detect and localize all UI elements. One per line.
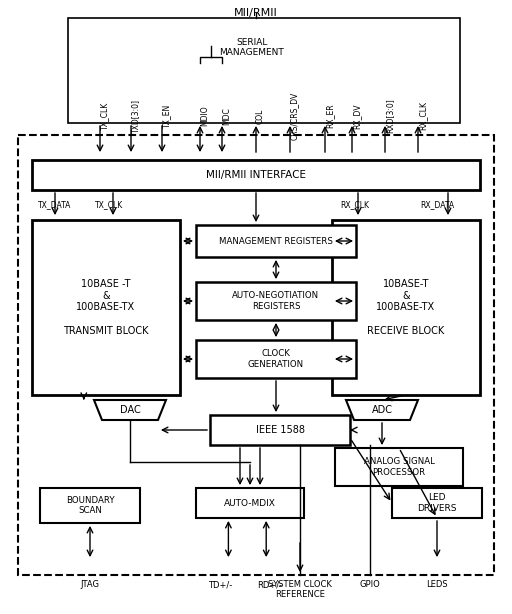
Text: IEEE 1588: IEEE 1588 bbox=[255, 425, 305, 435]
Text: GPIO: GPIO bbox=[359, 580, 380, 589]
Bar bbox=[335, 448, 463, 486]
Bar bbox=[32, 220, 180, 395]
Text: MDC: MDC bbox=[222, 107, 231, 125]
Text: 10BASE-T
&
100BASE-TX

RECEIVE BLOCK: 10BASE-T & 100BASE-TX RECEIVE BLOCK bbox=[368, 279, 444, 336]
Bar bbox=[18, 135, 494, 575]
Text: 10BASE -T
&
100BASE-TX

TRANSMIT BLOCK: 10BASE -T & 100BASE-TX TRANSMIT BLOCK bbox=[63, 279, 149, 336]
Bar bbox=[32, 160, 480, 190]
Text: AUTO-NEGOTIATION
REGISTERS: AUTO-NEGOTIATION REGISTERS bbox=[232, 291, 319, 311]
Text: COL: COL bbox=[256, 108, 265, 123]
Text: MII/RMII: MII/RMII bbox=[234, 8, 278, 18]
Text: MANAGEMENT REGISTERS: MANAGEMENT REGISTERS bbox=[219, 236, 333, 246]
Text: AUTO-MDIX: AUTO-MDIX bbox=[224, 499, 276, 508]
Bar bbox=[196, 488, 304, 518]
Text: JTAG: JTAG bbox=[80, 580, 99, 589]
Text: MDIO: MDIO bbox=[200, 106, 209, 126]
Bar bbox=[196, 225, 356, 257]
Bar bbox=[196, 340, 356, 378]
Text: RX_ER: RX_ER bbox=[325, 104, 334, 128]
Polygon shape bbox=[94, 400, 166, 420]
Text: TX_EN: TX_EN bbox=[162, 104, 171, 128]
Text: RX_DV: RX_DV bbox=[352, 103, 361, 129]
Text: RX_CLK: RX_CLK bbox=[418, 101, 427, 131]
Text: TX_CLK: TX_CLK bbox=[95, 200, 123, 209]
Bar bbox=[68, 18, 460, 123]
Text: MII/RMII INTERFACE: MII/RMII INTERFACE bbox=[206, 170, 306, 180]
Text: RD+/-: RD+/- bbox=[258, 580, 283, 589]
Bar bbox=[40, 488, 140, 523]
Text: LED
DRIVERS: LED DRIVERS bbox=[417, 493, 457, 513]
Text: TD+/-: TD+/- bbox=[208, 580, 232, 589]
Bar bbox=[210, 415, 350, 445]
Text: SERIAL
MANAGEMENT: SERIAL MANAGEMENT bbox=[220, 38, 284, 57]
Bar bbox=[392, 488, 482, 518]
Text: ANALOG SIGNAL
PROCESSOR: ANALOG SIGNAL PROCESSOR bbox=[364, 457, 435, 476]
Text: RX_CLK: RX_CLK bbox=[340, 200, 369, 209]
Text: TX_CLK: TX_CLK bbox=[100, 102, 109, 130]
Text: RX_DATA: RX_DATA bbox=[420, 200, 454, 209]
Text: LEDS: LEDS bbox=[426, 580, 448, 589]
Text: TX_DATA: TX_DATA bbox=[38, 200, 71, 209]
Text: SYSTEM CLOCK
REFERENCE: SYSTEM CLOCK REFERENCE bbox=[268, 580, 332, 599]
Bar bbox=[332, 220, 480, 395]
Bar bbox=[196, 282, 356, 320]
Text: BOUNDARY
SCAN: BOUNDARY SCAN bbox=[66, 495, 114, 515]
Text: DAC: DAC bbox=[120, 405, 140, 415]
Text: TXD[3:0]: TXD[3:0] bbox=[131, 99, 140, 133]
Polygon shape bbox=[346, 400, 418, 420]
Text: CLOCK
GENERATION: CLOCK GENERATION bbox=[248, 349, 304, 368]
Text: ADC: ADC bbox=[372, 405, 393, 415]
Text: CRS/CRS_DV: CRS/CRS_DV bbox=[290, 92, 299, 140]
Text: RXD[3:0]: RXD[3:0] bbox=[385, 99, 394, 133]
